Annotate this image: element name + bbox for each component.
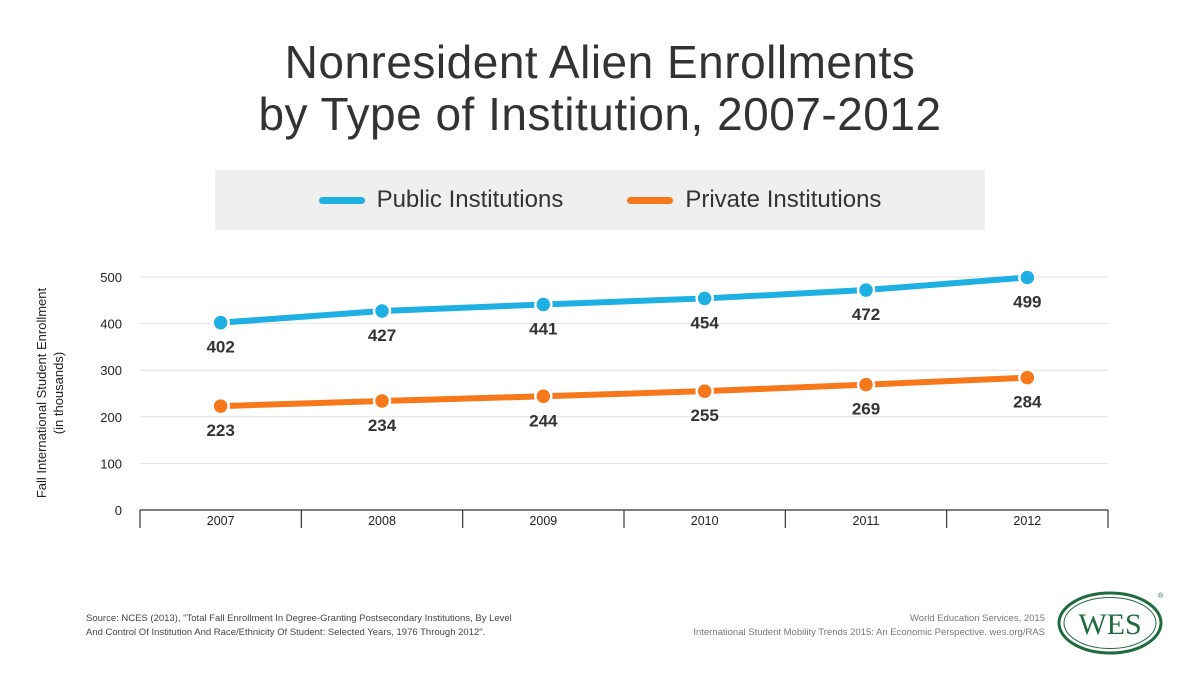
data-label-public: 454: [690, 313, 719, 332]
legend-swatch-private: [627, 196, 674, 204]
data-label-private: 269: [852, 400, 880, 419]
data-point-public: [211, 313, 230, 332]
x-tick-label: 2010: [691, 514, 719, 528]
data-label-private: 255: [690, 406, 718, 425]
data-point-private: [1018, 368, 1037, 387]
legend-item-private: Private Institutions: [627, 186, 881, 214]
legend-label-public: Public Institutions: [376, 186, 564, 213]
registered-mark: ®: [1158, 592, 1164, 600]
legend-swatch-public: [318, 196, 365, 204]
data-label-public: 472: [852, 305, 880, 324]
x-tick-label: 2009: [529, 514, 557, 528]
data-point-public: [856, 280, 876, 300]
series-line-private: [217, 374, 1031, 410]
data-point-public: [695, 289, 714, 308]
y-tick-label: 0: [115, 503, 122, 518]
series-line-public: [217, 274, 1031, 326]
source-line-1: Source: NCES (2013), "Total Fall Enrollm…: [86, 613, 512, 624]
data-point-public: [372, 301, 392, 321]
data-label-private: 234: [368, 416, 397, 435]
legend-item-public: Public Institutions: [318, 186, 564, 214]
wes-logo: WES ®: [1057, 591, 1164, 655]
y-tick-label: 500: [100, 270, 122, 285]
source-note: Source: NCES (2013), "Total Fall Enrollm…: [86, 612, 606, 640]
source-line-2: And Control Of Institution And Race/Ethn…: [86, 627, 486, 638]
x-tick-label: 2008: [368, 514, 396, 528]
data-point-private: [372, 391, 392, 411]
y-tick-label: 400: [100, 317, 122, 332]
data-label-private: 244: [529, 411, 558, 430]
credit-note: World Education Services, 2015 Internati…: [585, 612, 1045, 640]
data-point-private: [211, 396, 230, 416]
chart-title: Nonresident Alien Enrollments by Type of…: [0, 36, 1200, 140]
legend: Public Institutions Private Institutions: [215, 170, 985, 230]
title-line-1: Nonresident Alien Enrollments: [284, 36, 916, 88]
y-tick-label: 300: [100, 363, 122, 378]
logo-text: WES: [1078, 608, 1141, 641]
y-tick-label: 200: [100, 410, 122, 425]
data-point-public: [534, 295, 553, 314]
data-point-private: [534, 387, 553, 406]
y-tick-label: 100: [100, 456, 122, 471]
data-label-public: 402: [206, 338, 234, 357]
x-tick-label: 2011: [853, 514, 880, 528]
legend-label-private: Private Institutions: [685, 186, 882, 213]
credit-line-2: International Student Mobility Trends 20…: [693, 627, 1045, 638]
data-point-public: [1018, 268, 1037, 287]
data-label-private: 284: [1013, 393, 1042, 412]
x-tick-label: 2012: [1013, 514, 1041, 528]
data-label-private: 223: [206, 421, 234, 440]
data-label-public: 499: [1013, 292, 1041, 311]
x-tick-label: 2007: [207, 514, 235, 528]
credit-line-1: World Education Services, 2015: [909, 613, 1045, 624]
data-label-public: 427: [368, 326, 396, 345]
title-line-2: by Type of Institution, 2007-2012: [258, 88, 942, 140]
data-point-private: [856, 375, 876, 394]
data-label-public: 441: [529, 319, 557, 338]
data-point-private: [695, 381, 714, 401]
